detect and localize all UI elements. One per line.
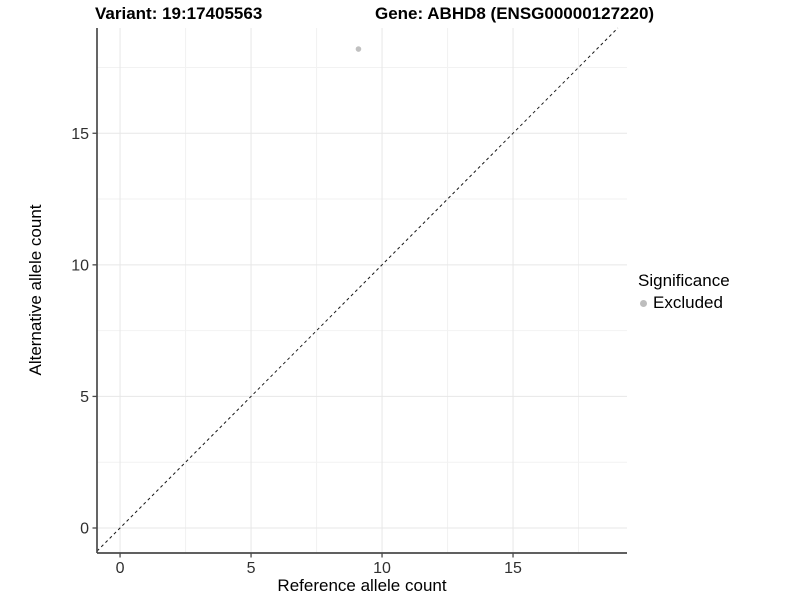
y-tick-label: 15	[71, 126, 89, 143]
x-tick-label: 5	[247, 560, 256, 577]
x-tick-label: 15	[504, 560, 522, 577]
legend-item: Excluded	[636, 293, 730, 313]
x-tick-label: 10	[373, 560, 391, 577]
y-axis-title: Alternative allele count	[26, 204, 45, 376]
excluded-dot-icon	[640, 299, 647, 307]
x-tick-label: 0	[116, 560, 125, 577]
legend: Significance Excluded	[636, 271, 730, 313]
legend-item-label: Excluded	[653, 293, 723, 312]
y-tick-label: 5	[80, 389, 89, 406]
legend-title: Significance	[638, 271, 730, 290]
x-axis-title: Reference allele count	[277, 576, 447, 595]
y-tick-label: 0	[80, 521, 89, 538]
identity-line	[96, 27, 619, 552]
gene-title: Gene: ABHD8 (ENSG00000127220)	[375, 4, 655, 23]
variant-title: Variant: 19:17405563	[95, 4, 263, 23]
data-point	[355, 46, 362, 52]
y-tick-label: 10	[71, 257, 89, 274]
